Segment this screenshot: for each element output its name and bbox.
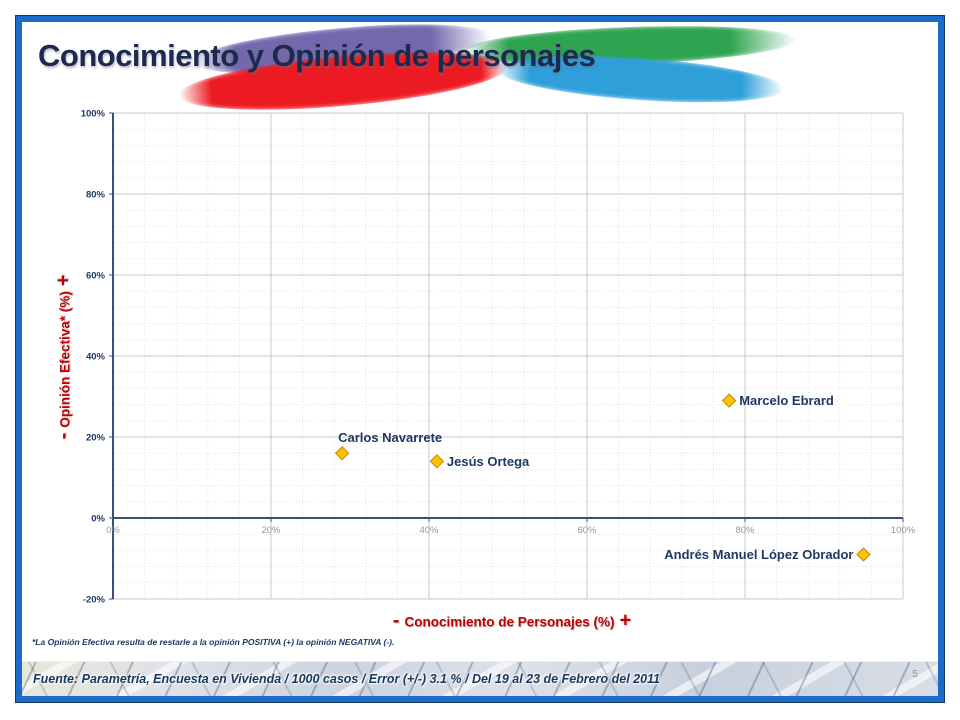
x-axis-plus-sign: +	[619, 609, 632, 632]
data-point-marker	[721, 393, 737, 408]
data-point-label: Jesús Ortega	[447, 454, 530, 469]
y-axis-label: Opinión Efectiva* (%)	[57, 291, 73, 428]
scatter-chart: 0% 20% 40% 60% 80% 100% -20% 0% 20% 40% 60% 80% 100%…	[81, 109, 916, 606]
y-tick-label: 0%	[91, 514, 105, 525]
data-point-label: Marcelo Ebrard	[739, 393, 834, 408]
y-tick-label: 80%	[86, 190, 106, 201]
y-tick-label: 100%	[81, 109, 106, 120]
y-tick-label: -20%	[83, 595, 106, 606]
y-axis-title: - Opinión Efectiva* (%) +	[53, 275, 76, 440]
x-tick-label: 60%	[577, 525, 597, 536]
y-tick-label: 40%	[86, 352, 106, 363]
x-axis-minus-sign: -	[392, 609, 400, 632]
slide-title: Conocimiento y Opinión de personajes	[38, 38, 596, 73]
x-tick-label: 20%	[261, 525, 281, 536]
data-point-marker	[334, 445, 350, 461]
x-tick-label: 40%	[419, 525, 439, 536]
source-text: Fuente: Parametría, Encuesta en Vivienda…	[33, 672, 661, 686]
x-tick-label: 80%	[735, 525, 755, 536]
y-axis-minus-sign: -	[52, 432, 75, 440]
header: Conocimiento y Opinión de personajes	[22, 15, 938, 121]
data-point-label: Carlos Navarrete	[338, 430, 442, 445]
x-axis-title: - Conocimiento de Personajes (%) +	[393, 610, 631, 633]
y-tick-label: 20%	[86, 433, 106, 444]
page-number: 5	[912, 668, 918, 680]
x-axis-label: Conocimiento de Personajes (%)	[404, 614, 615, 630]
data-point-label: Andrés Manuel López Obrador	[664, 547, 853, 562]
y-tick-label: 60%	[86, 271, 106, 282]
y-axis-plus-sign: +	[52, 274, 75, 287]
data-point-marker	[856, 547, 871, 562]
x-tick-label: 100%	[891, 525, 916, 536]
source-footer-bar: Fuente: Parametría, Encuesta en Vivienda…	[17, 661, 943, 697]
x-tick-label: 0%	[106, 525, 120, 536]
footnote: *La Opinión Efectiva resulta de restarle…	[32, 637, 395, 647]
data-point-marker	[429, 454, 445, 469]
